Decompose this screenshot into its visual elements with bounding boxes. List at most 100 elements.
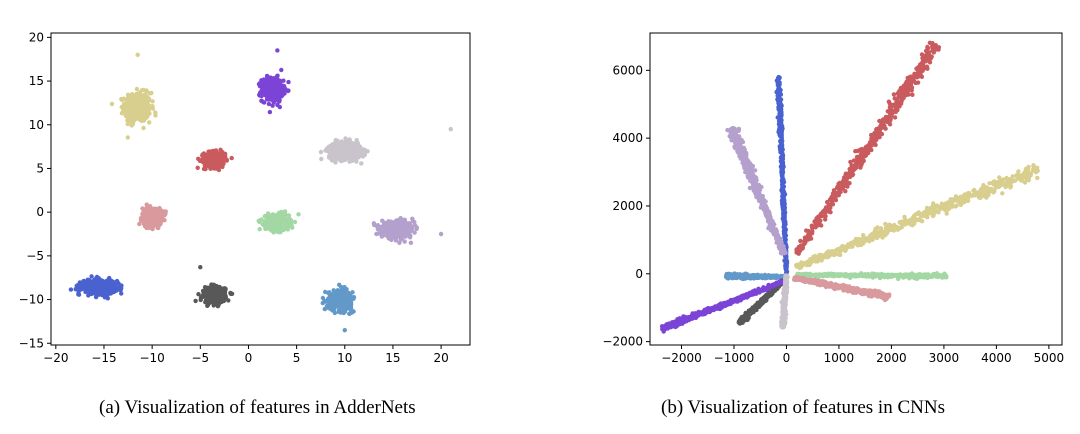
point	[146, 98, 151, 103]
point	[347, 143, 352, 148]
point	[275, 77, 280, 82]
point	[268, 227, 274, 232]
point	[222, 152, 228, 157]
point	[263, 213, 268, 219]
point	[341, 303, 346, 309]
point	[262, 100, 267, 105]
point	[125, 121, 130, 127]
y-tick-label-a: −10	[19, 293, 44, 307]
point	[119, 283, 124, 288]
point	[273, 217, 279, 222]
point	[151, 208, 156, 213]
outlier-point	[135, 52, 140, 58]
cluster-a-9	[320, 282, 357, 316]
point	[410, 216, 415, 221]
point	[268, 87, 273, 93]
point	[267, 109, 273, 115]
x-tick-label-a: 5	[293, 351, 301, 365]
point	[282, 86, 287, 91]
point	[375, 226, 381, 232]
point	[318, 149, 324, 155]
point	[408, 240, 414, 245]
point	[208, 285, 213, 291]
point	[149, 90, 154, 96]
point	[355, 147, 360, 152]
point	[372, 222, 377, 228]
point	[335, 301, 341, 306]
point	[381, 233, 386, 238]
point	[347, 138, 352, 143]
point	[148, 104, 154, 110]
point	[120, 110, 126, 115]
point	[157, 209, 162, 214]
point	[124, 99, 130, 104]
point	[140, 115, 146, 120]
point	[281, 78, 286, 83]
point	[349, 310, 354, 315]
point	[89, 274, 94, 279]
point	[200, 153, 205, 159]
point	[76, 283, 81, 288]
point	[264, 73, 270, 79]
point	[342, 309, 348, 314]
x-tick-label-a: −20	[43, 351, 68, 365]
point	[136, 111, 141, 116]
point	[412, 230, 417, 235]
point	[217, 300, 222, 305]
point	[226, 298, 231, 303]
point	[131, 96, 136, 102]
point	[76, 292, 82, 297]
cluster-a-2	[195, 147, 234, 173]
point	[323, 289, 328, 295]
outlier-point	[438, 231, 444, 237]
point	[94, 278, 100, 283]
point	[400, 233, 406, 238]
point	[332, 289, 337, 294]
point	[264, 81, 270, 86]
point	[193, 298, 198, 304]
point	[137, 92, 142, 97]
point	[390, 223, 395, 228]
point	[204, 289, 209, 294]
point	[118, 288, 123, 293]
point	[145, 211, 151, 216]
point	[340, 298, 346, 303]
point	[99, 280, 105, 285]
point	[138, 104, 144, 109]
point	[332, 310, 338, 316]
point	[105, 284, 111, 290]
y-tick-label-a: 20	[29, 30, 44, 44]
point	[775, 75, 781, 81]
point	[275, 73, 280, 78]
point	[270, 91, 275, 96]
point	[262, 90, 267, 95]
point	[111, 285, 116, 290]
point	[348, 306, 354, 312]
point	[126, 94, 131, 100]
scatter-points-b	[659, 40, 1040, 334]
point	[128, 104, 133, 109]
point	[320, 295, 326, 301]
point	[274, 212, 280, 218]
point	[137, 221, 142, 227]
point	[218, 147, 223, 152]
point	[216, 167, 222, 173]
point	[264, 77, 269, 82]
point	[286, 79, 291, 85]
point	[275, 102, 280, 108]
point	[203, 166, 208, 172]
x-tick-label-a: −15	[91, 351, 116, 365]
point	[229, 291, 235, 296]
point	[347, 302, 352, 307]
point	[133, 104, 138, 109]
point	[102, 285, 107, 290]
point	[277, 93, 282, 99]
point	[144, 89, 150, 94]
point	[328, 143, 333, 149]
plot-frame-b	[649, 32, 1063, 346]
point	[270, 78, 275, 83]
point	[131, 111, 136, 116]
point	[113, 282, 119, 287]
cluster-a-5	[256, 209, 301, 235]
point	[147, 120, 152, 125]
